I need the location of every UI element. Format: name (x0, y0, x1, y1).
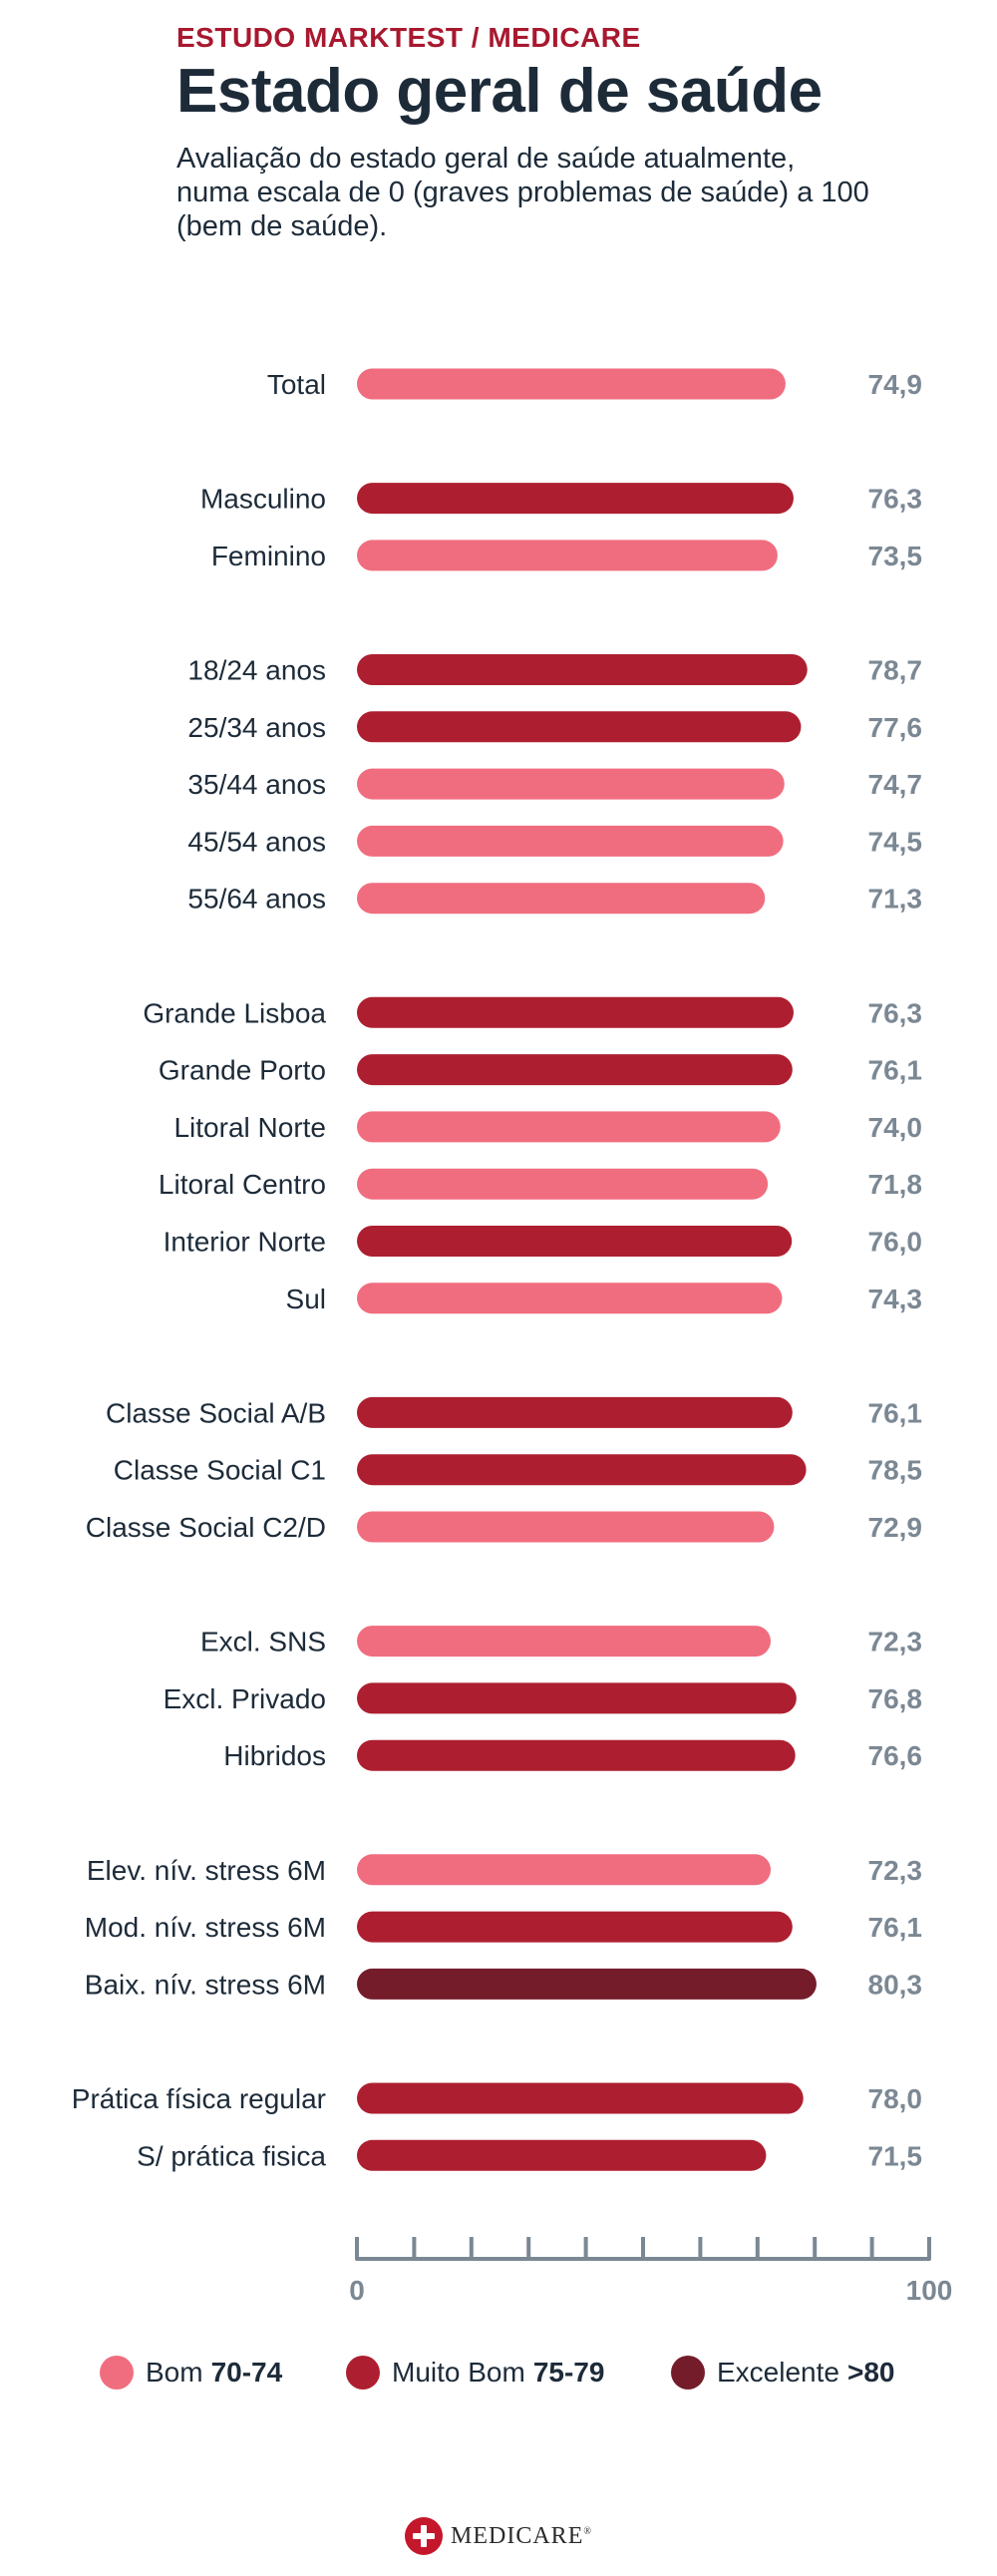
value-label: 78,0 (868, 2083, 923, 2114)
row-label: Grande Porto (159, 1055, 326, 1086)
row-label: Classe Social A/B (106, 1397, 326, 1428)
row-label: Sul (286, 1284, 326, 1314)
value-label: 76,1 (868, 1397, 923, 1428)
value-label: 71,8 (868, 1169, 923, 1200)
row-label: 25/34 anos (187, 712, 326, 743)
value-label: 71,5 (868, 2140, 923, 2171)
value-label: 74,5 (868, 826, 923, 857)
value-label: 74,9 (868, 369, 923, 400)
value-label: 74,7 (868, 769, 923, 800)
header: ESTUDO MARKTEST / MEDICARE Estado geral … (176, 20, 954, 243)
legend-dot-excelente (671, 2356, 705, 2390)
value-label: 76,3 (868, 997, 923, 1028)
row-label: S/ prática fisica (137, 2140, 326, 2171)
legend-label-muito-bom: Muito Bom (392, 2357, 525, 2388)
row-label: Classe Social C1 (114, 1455, 326, 1486)
value-label: 76,1 (868, 1912, 923, 1943)
legend-dot-muito-bom (346, 2356, 380, 2390)
value-label: 71,3 (868, 884, 923, 915)
subtitle: Avaliação do estado geral de saúde atual… (176, 143, 869, 242)
legend-range-bom: 70-74 (210, 2357, 283, 2388)
row-label: Hibridos (223, 1740, 326, 1771)
value-label: 73,5 (868, 541, 923, 571)
row-label: Prática física regular (72, 2083, 326, 2114)
medicare-logo-text: MEDICARE® (451, 2522, 592, 2549)
kicker: ESTUDO MARKTEST / MEDICARE (176, 22, 641, 53)
x-tick-label: 100 (906, 2275, 953, 2306)
bar-chart: Total 74,9 Masculino 76,3 Feminino 73,5 18/24 … (72, 368, 953, 2306)
row-label: Classe Social C2/D (86, 1512, 326, 1543)
value-label: 74,3 (868, 1284, 923, 1314)
legend-dot-bom (100, 2356, 134, 2390)
row-label: Excl. Privado (164, 1683, 326, 1714)
row-label: Mod. nív. stress 6M (85, 1912, 326, 1943)
legend-item-bom: Bom 70-74 (100, 2356, 282, 2390)
legend-item-excelente: Excelente >80 (671, 2356, 894, 2390)
legend-label-bom: Bom (146, 2357, 203, 2388)
value-label: 78,7 (868, 655, 923, 686)
value-label: 72,9 (868, 1512, 923, 1543)
value-label: 76,8 (868, 1683, 923, 1714)
value-label: 78,5 (868, 1455, 923, 1486)
row-label: Grande Lisboa (143, 997, 326, 1028)
row-label: Masculino (200, 484, 326, 515)
row-label: Excl. SNS (200, 1627, 326, 1657)
row-label: Total (267, 369, 326, 400)
value-label: 72,3 (868, 1855, 923, 1886)
value-label: 76,0 (868, 1227, 923, 1258)
row-label: Feminino (211, 541, 326, 571)
row-label: Elev. nív. stress 6M (87, 1855, 326, 1886)
legend: Bom 70-74 Muito Bom 75-79 Excelente >80 (0, 2356, 997, 2405)
legend-range-excelente: >80 (846, 2357, 895, 2388)
value-label: 76,6 (868, 1740, 923, 1771)
x-tick-label: 0 (349, 2275, 365, 2306)
row-label: 45/54 anos (187, 826, 326, 857)
row-label: Litoral Norte (173, 1112, 326, 1143)
legend-label-excelente: Excelente (717, 2357, 839, 2388)
value-label: 76,3 (868, 484, 923, 515)
row-label: Litoral Centro (159, 1169, 326, 1200)
value-label: 72,3 (868, 1627, 923, 1657)
medicare-logo-icon (405, 2517, 444, 2555)
value-label: 76,1 (868, 1055, 923, 1086)
legend-item-muito-bom: Muito Bom 75-79 (346, 2356, 604, 2390)
footer: MEDICARE® (0, 2513, 997, 2559)
row-label: Interior Norte (164, 1227, 326, 1258)
page-title: Estado geral de saúde (176, 57, 823, 126)
row-label: 18/24 anos (187, 655, 326, 686)
value-label: 77,6 (868, 712, 923, 743)
value-label: 80,3 (868, 1969, 923, 2000)
value-label: 74,0 (868, 1112, 923, 1143)
row-label: 35/44 anos (187, 769, 326, 800)
row-label: Baix. nív. stress 6M (85, 1969, 326, 2000)
row-label: 55/64 anos (187, 884, 326, 915)
legend-range-muito-bom: 75-79 (532, 2357, 605, 2388)
